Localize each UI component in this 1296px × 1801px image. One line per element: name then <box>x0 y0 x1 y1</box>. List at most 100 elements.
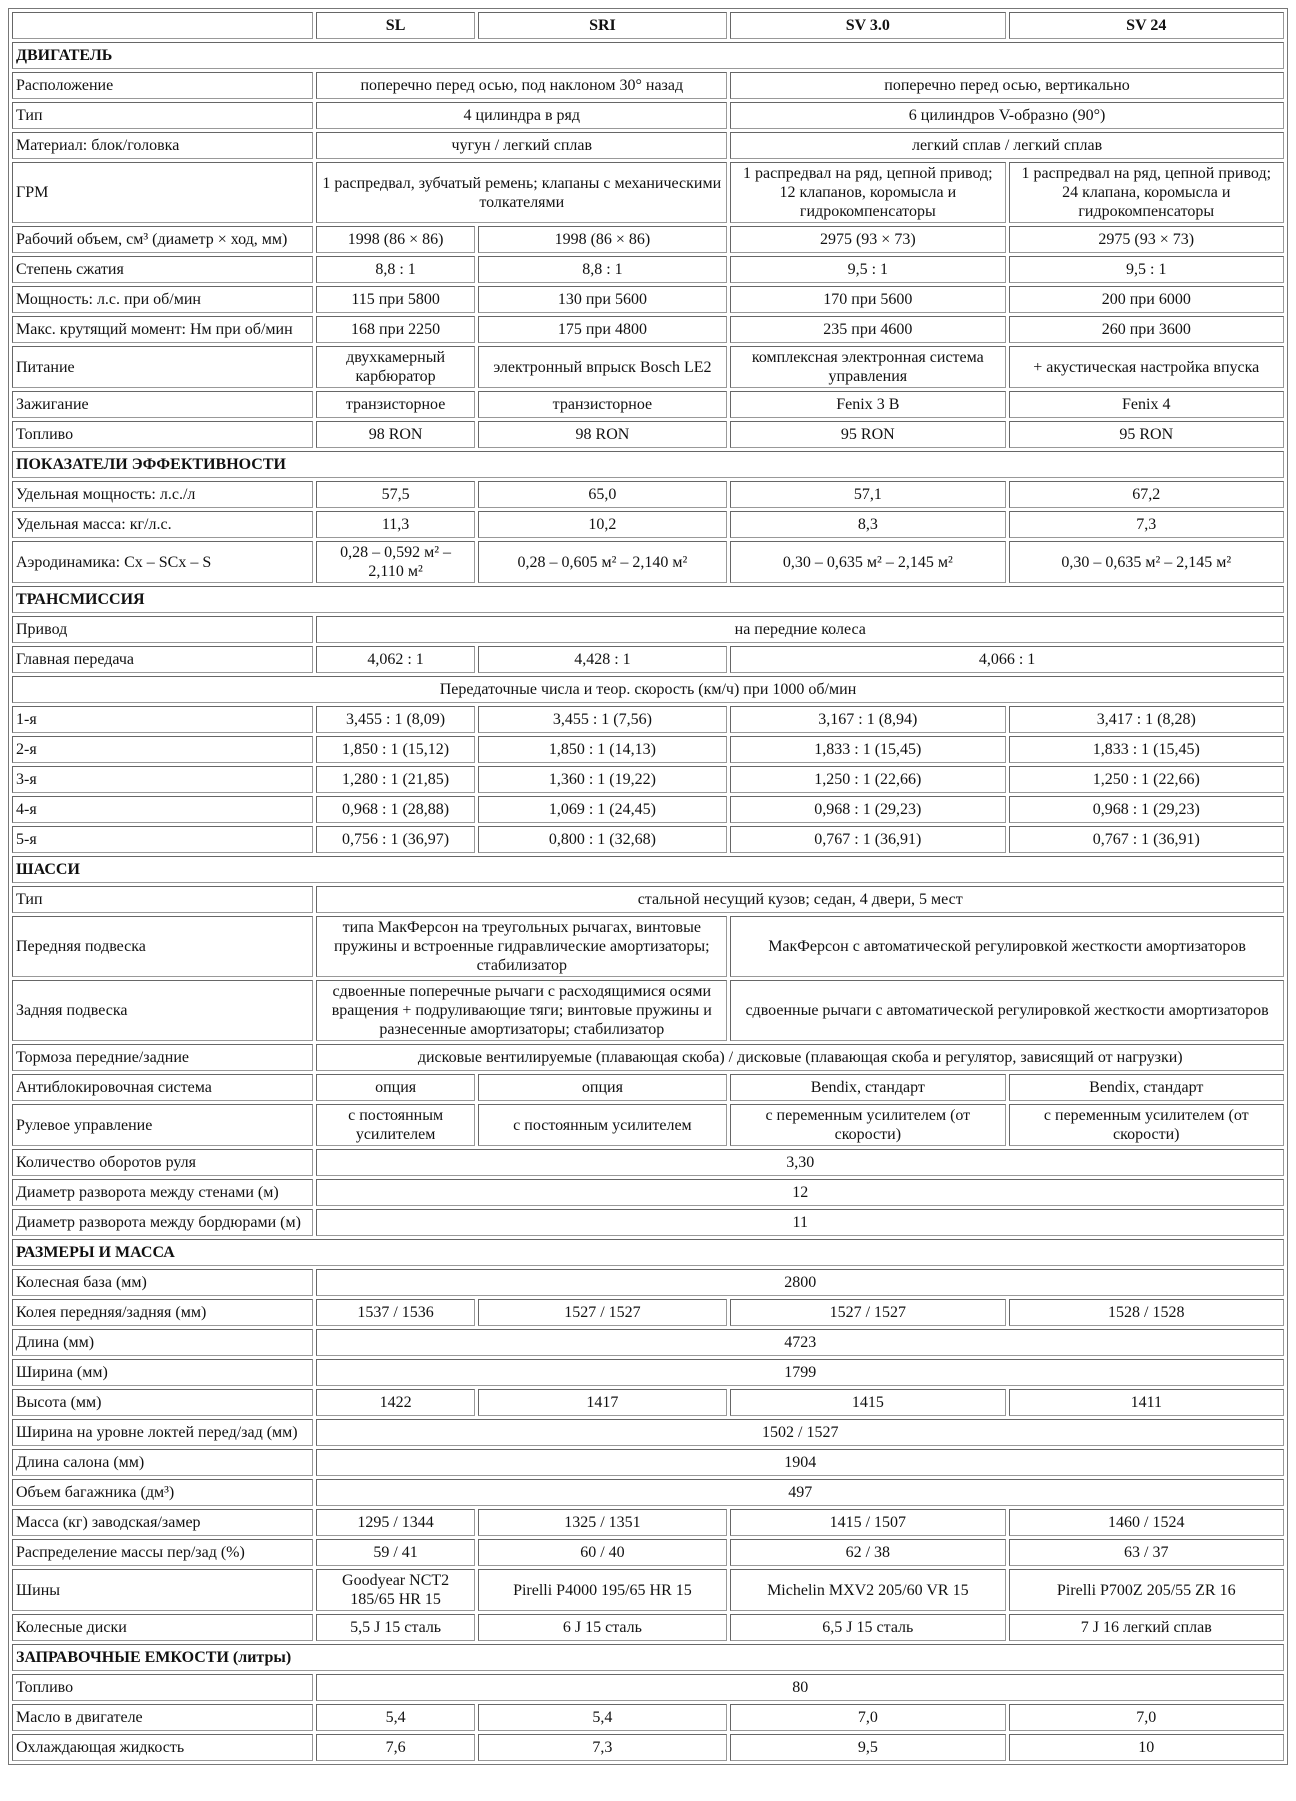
section-title: ШАССИ <box>12 856 1284 883</box>
table-row: Длина (мм) 4723 <box>12 1329 1284 1356</box>
section-header-row: ШАССИ <box>12 856 1284 883</box>
row-label: Диаметр разворота между стенами (м) <box>12 1179 314 1206</box>
row-value: 260 при 3600 <box>1008 316 1284 343</box>
row-value: 1325 / 1351 <box>477 1509 728 1536</box>
row-value: 0,28 – 0,592 м² – 2,110 м² <box>316 541 475 583</box>
row-value: 1998 (86 × 86) <box>477 226 728 253</box>
row-value: 57,1 <box>730 481 1006 508</box>
row-value: 4,062 : 1 <box>316 646 475 673</box>
row-value: 95 RON <box>1008 421 1284 448</box>
table-row: Тип 4 цилиндра в ряд 6 цилиндров V-образно… <box>12 102 1284 129</box>
row-label: Питание <box>12 346 314 388</box>
row-value: 1528 / 1528 <box>1008 1299 1284 1326</box>
row-value: Pirelli P4000 195/65 HR 15 <box>477 1569 728 1611</box>
row-value: 3,455 : 1 (8,09) <box>316 706 475 733</box>
row-value: на передние колеса <box>316 616 1284 643</box>
table-row: 3-я 1,280 : 1 (21,85) 1,360 : 1 (19,22) 1,2… <box>12 766 1284 793</box>
table-row: Масло в двигателе 5,4 5,4 7,0 7,0 <box>12 1704 1284 1731</box>
table-row: Материал: блок/головка чугун / легкий спл… <box>12 132 1284 159</box>
row-label: Мощность: л.с. при об/мин <box>12 286 314 313</box>
row-label: ГРМ <box>12 162 314 223</box>
row-value: 2800 <box>316 1269 1284 1296</box>
row-label: 4-я <box>12 796 314 823</box>
row-value: 3,417 : 1 (8,28) <box>1008 706 1284 733</box>
row-value: 4,428 : 1 <box>477 646 728 673</box>
row-label: Зажигание <box>12 391 314 418</box>
row-value: 7,3 <box>1008 511 1284 538</box>
table-row: Ширина на уровне локтей перед/зад (мм) 15… <box>12 1419 1284 1446</box>
row-value: 98 RON <box>477 421 728 448</box>
table-row: Рабочий объем, см³ (диаметр × ход, мм) 19… <box>12 226 1284 253</box>
table-row: Ширина (мм) 1799 <box>12 1359 1284 1386</box>
row-value: 1295 / 1344 <box>316 1509 475 1536</box>
row-value: 10,2 <box>477 511 728 538</box>
row-value: 9,5 : 1 <box>730 256 1006 283</box>
row-label: Длина салона (мм) <box>12 1449 314 1476</box>
row-value: комплексная электронная система управлен… <box>730 346 1006 388</box>
row-label: Распределение массы пер/зад (%) <box>12 1539 314 1566</box>
row-value: 63 / 37 <box>1008 1539 1284 1566</box>
row-value: 2975 (93 × 73) <box>730 226 1006 253</box>
row-value: Fenix 3 B <box>730 391 1006 418</box>
table-row: 4-я 0,968 : 1 (28,88) 1,069 : 1 (24,45) 0,9… <box>12 796 1284 823</box>
row-value: 1,850 : 1 (15,12) <box>316 736 475 763</box>
spec-table: SL SRI SV 3.0 SV 24 ДВИГАТЕЛЬ Расположени… <box>8 8 1288 1765</box>
row-label: Длина (мм) <box>12 1329 314 1356</box>
row-value: 59 / 41 <box>316 1539 475 1566</box>
row-value: 1 распредвал на ряд, цепной привод; 12 к… <box>730 162 1006 223</box>
row-value: 235 при 4600 <box>730 316 1006 343</box>
row-value: 0,968 : 1 (29,23) <box>1008 796 1284 823</box>
table-row: Диаметр разворота между бордюрами (м) 11 <box>12 1209 1284 1236</box>
row-label: Задняя подвеска <box>12 980 314 1041</box>
row-value: 5,4 <box>477 1704 728 1731</box>
row-value: 5,4 <box>316 1704 475 1731</box>
table-row: Количество оборотов руля 3,30 <box>12 1149 1284 1176</box>
row-value: транзисторное <box>316 391 475 418</box>
header-sv24: SV 24 <box>1008 12 1284 39</box>
row-label: Степень сжатия <box>12 256 314 283</box>
row-value: 1,833 : 1 (15,45) <box>730 736 1006 763</box>
table-row: Задняя подвеска сдвоенные поперечные рыча… <box>12 980 1284 1041</box>
row-label: Передняя подвеска <box>12 916 314 977</box>
row-label: Материал: блок/головка <box>12 132 314 159</box>
table-row: Передняя подвеска типа МакФерсон на треуг… <box>12 916 1284 977</box>
table-row: Диаметр разворота между стенами (м) 12 <box>12 1179 1284 1206</box>
row-value: 65,0 <box>477 481 728 508</box>
table-row: Длина салона (мм) 1904 <box>12 1449 1284 1476</box>
row-value: 1904 <box>316 1449 1284 1476</box>
row-value: транзисторное <box>477 391 728 418</box>
table-row: Колесная база (мм) 2800 <box>12 1269 1284 1296</box>
row-value: опция <box>316 1074 475 1101</box>
table-row: Рулевое управление с постоянным усилителе… <box>12 1104 1284 1146</box>
row-label: Топливо <box>12 421 314 448</box>
row-value: Goodyear NCT2 185/65 HR 15 <box>316 1569 475 1611</box>
row-value: 1,250 : 1 (22,66) <box>730 766 1006 793</box>
row-value: 1 распредвал, зубчатый ремень; клапаны с… <box>316 162 728 223</box>
row-value: Fenix 4 <box>1008 391 1284 418</box>
row-value: стальной несущий кузов; седан, 4 двери, … <box>316 886 1284 913</box>
subheader-row: Передаточные числа и теор. скорость (км/… <box>12 676 1284 703</box>
row-label: Привод <box>12 616 314 643</box>
table-row: Топливо 80 <box>12 1674 1284 1701</box>
table-row: Тип стальной несущий кузов; седан, 4 двер… <box>12 886 1284 913</box>
row-value: 1,280 : 1 (21,85) <box>316 766 475 793</box>
header-sl: SL <box>316 12 475 39</box>
row-value: 0,30 – 0,635 м² – 2,145 м² <box>1008 541 1284 583</box>
table-row: Антиблокировочная система опция опция Bendi… <box>12 1074 1284 1101</box>
table-row: Удельная масса: кг/л.с. 11,3 10,2 8,3 7,3 <box>12 511 1284 538</box>
table-row: Колея передняя/задняя (мм) 1537 / 1536 152… <box>12 1299 1284 1326</box>
row-value: 0,756 : 1 (36,97) <box>316 826 475 853</box>
table-row: Питание двухкамерный карбюратор электронны… <box>12 346 1284 388</box>
row-value: 9,5 <box>730 1734 1006 1761</box>
row-value: 0,800 : 1 (32,68) <box>477 826 728 853</box>
subheader-text: Передаточные числа и теор. скорость (км/… <box>12 676 1284 703</box>
table-row: Мощность: л.с. при об/мин 115 при 5800 130… <box>12 286 1284 313</box>
row-value: 5,5 J 15 сталь <box>316 1614 475 1641</box>
row-value: электронный впрыск Bosch LE2 <box>477 346 728 388</box>
header-sri: SRI <box>477 12 728 39</box>
row-label: 2-я <box>12 736 314 763</box>
row-value: 1,069 : 1 (24,45) <box>477 796 728 823</box>
row-value: сдвоенные рычаги с автоматической регули… <box>730 980 1284 1041</box>
row-value: 1415 <box>730 1389 1006 1416</box>
table-row: Главная передача 4,062 : 1 4,428 : 1 4,066 … <box>12 646 1284 673</box>
